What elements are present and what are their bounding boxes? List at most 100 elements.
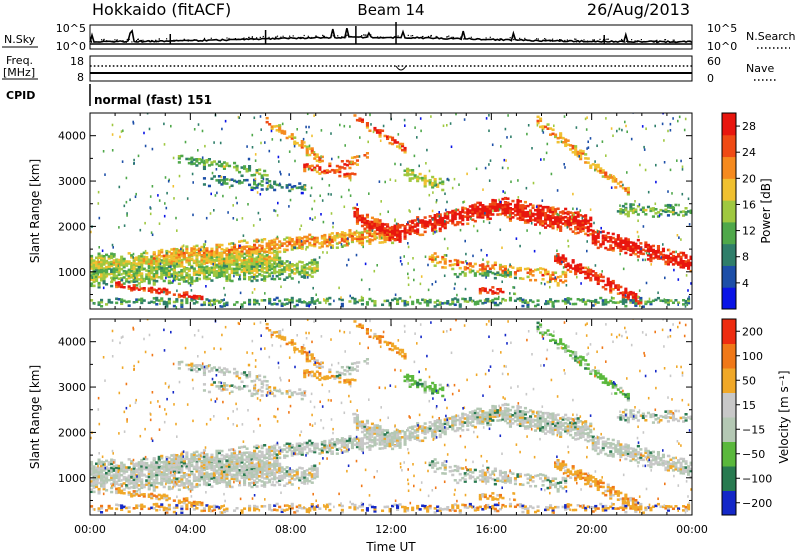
- power-cell: [624, 243, 628, 247]
- noise-search-point: [252, 39, 254, 41]
- velocity-cell: [102, 469, 106, 472]
- power-cell: [403, 301, 407, 305]
- velocity-cell: [100, 466, 104, 470]
- power-cell: [375, 224, 380, 227]
- power-cell: [426, 304, 430, 307]
- power-cell: [253, 269, 257, 272]
- noise-search-point: [193, 39, 195, 41]
- power-cell: [498, 204, 503, 208]
- power-cell: [584, 216, 588, 219]
- noise-search-point: [116, 39, 118, 41]
- power-cell: [621, 291, 625, 294]
- power-cell: [325, 297, 329, 301]
- power-cell: [283, 242, 287, 245]
- power-cell: [210, 163, 214, 166]
- velocity-cell: [182, 472, 186, 475]
- power-cell: [100, 258, 104, 262]
- power-cell: [132, 288, 136, 291]
- power-cell: [544, 214, 548, 217]
- power-cell: [225, 265, 229, 268]
- power-cell: [177, 261, 181, 265]
- power-cell: [348, 176, 352, 180]
- power-cell: [263, 173, 267, 177]
- power-cell: [433, 214, 437, 217]
- power-cell: [147, 262, 151, 266]
- power-cell: [235, 271, 239, 274]
- power-cell: [258, 252, 262, 256]
- power-cell: [399, 145, 401, 148]
- velocity-cell: [170, 463, 174, 467]
- power-cell: [622, 183, 624, 187]
- power-cell: [193, 128, 196, 131]
- power-cell: [105, 272, 109, 276]
- power-cell: [95, 269, 99, 272]
- velocity-cell: [167, 468, 171, 471]
- power-cell: [102, 275, 106, 279]
- power-cell: [268, 257, 272, 261]
- power-cell: [463, 300, 467, 303]
- power-cell: [606, 231, 610, 235]
- power-cell: [318, 166, 322, 169]
- power-cell: [483, 213, 487, 217]
- power-cell: [378, 135, 382, 138]
- power-cell: [350, 296, 355, 300]
- velocity-cell: [137, 475, 141, 478]
- noise-search-point: [203, 39, 205, 41]
- velocity-cell: [95, 483, 99, 486]
- power-cell: [682, 266, 686, 269]
- noise-right-tick-bottom: 10^0: [707, 40, 737, 53]
- power-cell: [626, 297, 630, 301]
- power-cell: [669, 299, 673, 302]
- colorbar-tick-label: 12: [742, 225, 756, 238]
- power-cell: [102, 269, 106, 273]
- power-cell: [654, 298, 658, 302]
- power-cell: [586, 161, 590, 164]
- power-cell: [97, 190, 100, 194]
- power-cell: [411, 169, 415, 172]
- power-cell: [205, 277, 209, 281]
- velocity-cell: [228, 465, 232, 468]
- power-cell: [636, 230, 639, 234]
- power-cell: [120, 130, 123, 133]
- power-cell: [458, 305, 462, 308]
- velocity-cell: [140, 469, 144, 472]
- power-cell: [551, 273, 555, 276]
- power-cell: [428, 169, 431, 173]
- power-cell: [360, 214, 365, 218]
- power-cell: [273, 244, 277, 248]
- power-cell: [499, 200, 502, 204]
- power-cell: [315, 159, 319, 163]
- power-cell: [280, 262, 284, 265]
- power-cell: [636, 302, 640, 305]
- power-cell: [215, 259, 219, 262]
- power-cell: [398, 224, 402, 227]
- power-cell: [202, 270, 207, 274]
- power-cell: [604, 302, 608, 306]
- power-cell: [212, 302, 217, 306]
- power-cell: [328, 296, 332, 300]
- power-cell: [112, 255, 115, 258]
- power-cell: [616, 242, 620, 245]
- power-cell: [95, 271, 99, 274]
- power-cell: [370, 232, 375, 236]
- power-cell: [639, 299, 643, 302]
- power-cell: [288, 183, 292, 187]
- power-cell: [195, 248, 199, 252]
- power-cell: [521, 208, 525, 211]
- power-cell: [182, 267, 186, 271]
- power-cell: [396, 231, 400, 234]
- power-cell: [360, 299, 365, 302]
- power-cell: [391, 234, 395, 237]
- power-cell: [544, 220, 548, 223]
- velocity-cell: [170, 470, 174, 473]
- power-cell: [95, 262, 99, 266]
- power-cell: [201, 156, 204, 159]
- power-cell: [383, 233, 387, 236]
- power-cell: [253, 249, 257, 253]
- power-cell: [259, 193, 262, 196]
- power-cell: [458, 210, 462, 214]
- power-cell: [534, 217, 538, 220]
- power-cell: [266, 185, 269, 188]
- power-cell: [476, 211, 480, 215]
